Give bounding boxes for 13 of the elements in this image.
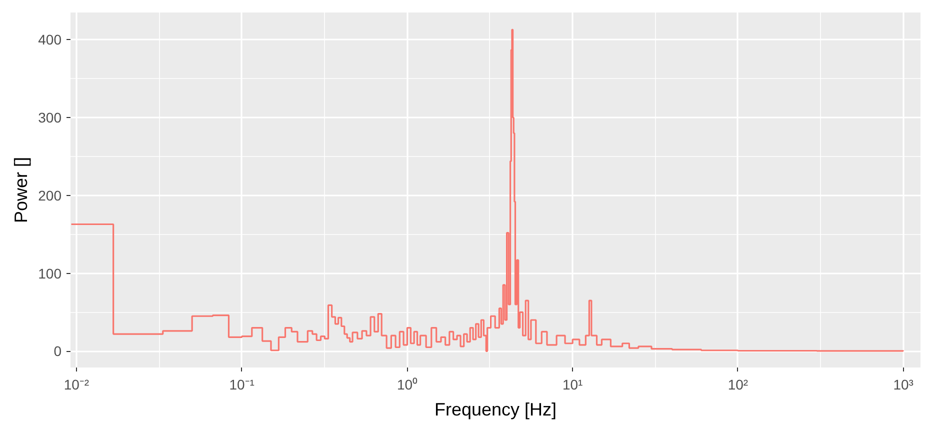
y-tick-label: 200 (38, 187, 62, 204)
x-tick-label: 10⁻² (64, 376, 90, 392)
y-axis-title: Power [] (11, 156, 32, 224)
y-tick-label: 0 (54, 343, 62, 360)
y-tick-label: 400 (38, 32, 62, 48)
x-tick-label: 10² (728, 376, 748, 392)
x-tick-label: 10⁰ (396, 376, 418, 392)
x-axis-title: Frequency [Hz] (434, 400, 557, 420)
y-tick-label: 100 (38, 265, 62, 282)
y-tick-label: 300 (38, 110, 62, 126)
x-tick-label: 10¹ (562, 376, 584, 392)
x-tick-label: 10⁻¹ (229, 376, 255, 392)
x-tick-label: 10³ (893, 376, 914, 392)
